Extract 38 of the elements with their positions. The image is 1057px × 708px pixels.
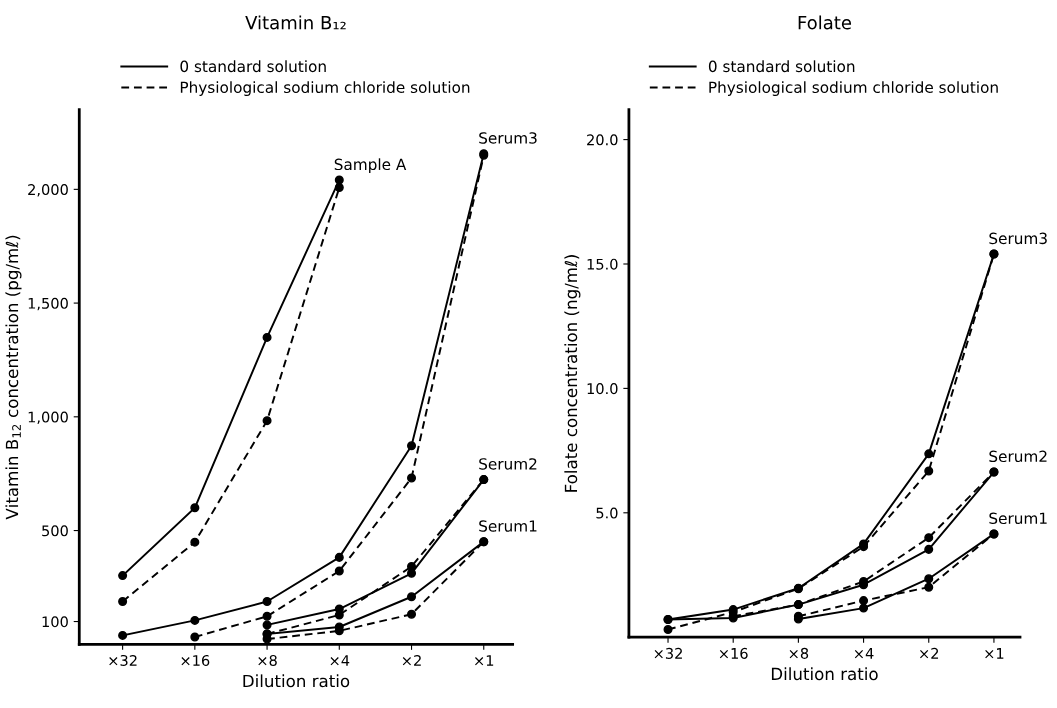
y-tick-label: 5.0 [596,507,618,519]
x-tick-label: ×1 [985,648,1004,659]
legend-label: 0 standard solution [708,60,855,73]
x-tick-label: ×8 [789,647,809,659]
x-tick-label: ×32 [654,647,682,659]
x-tick-label: ×32 [109,654,137,666]
legend-label: Physiological sodium chloride solution [709,81,998,96]
annotation: Serum3 [989,232,1047,245]
legend-label: Physiological sodium chloride solution [180,81,470,96]
y-tick-label: 100 [42,616,68,628]
x-axis-title: Dilution ratio [243,674,350,688]
annotation: Serum2 [989,450,1047,463]
y-axis-title: Folate concentration (ng/mℓ) [564,255,581,492]
x-tick-label: ×2 [402,654,421,666]
x-tick-label: ×16 [719,647,748,659]
y-tick-label: 20.0 [587,134,618,146]
x-tick-label: ×8 [258,654,277,666]
y-axis-title: Vitamin B$_{12}$ concentration (pg/mℓ) [5,235,22,520]
x-tick-label: ×1 [475,655,494,666]
annotation: Serum1 [479,520,537,532]
y-tick-label: 2,000 [28,184,68,197]
x-tick-label: ×2 [920,647,939,659]
annotation: Serum3 [479,132,537,144]
annotation: Serum1 [989,512,1047,525]
y-tick-label: 1,500 [28,297,68,311]
y-tick-label: 1,000 [28,411,68,425]
x-tick-label: ×4 [330,655,350,666]
y-tick-label: 15.0 [587,258,618,270]
legend-label: 0 standard solution [180,60,326,73]
chart-title: Vitamin B₁₂ [245,15,346,30]
chart-title: Folate [798,15,852,30]
y-tick-label: 500 [42,525,68,537]
x-tick-label: ×4 [854,648,874,659]
x-axis-title: Dilution ratio [771,667,878,681]
annotation: Serum2 [479,458,537,470]
x-tick-label: ×16 [181,654,210,666]
y-tick-label: 10.0 [587,383,618,395]
annotation: Sample A [334,158,407,174]
